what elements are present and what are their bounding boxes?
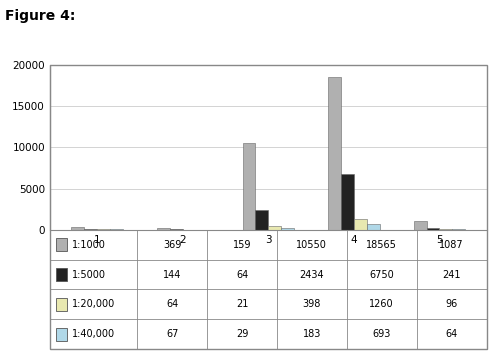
Bar bbox=[427, 228, 440, 230]
Bar bbox=[56, 268, 67, 281]
Text: 398: 398 bbox=[303, 300, 321, 309]
Text: 241: 241 bbox=[442, 270, 461, 280]
Bar bbox=[84, 229, 97, 230]
Text: 67: 67 bbox=[166, 329, 178, 339]
Bar bbox=[56, 238, 67, 251]
Bar bbox=[243, 143, 255, 230]
Text: 10550: 10550 bbox=[296, 240, 327, 250]
Text: 2434: 2434 bbox=[299, 270, 324, 280]
Text: 1:20,000: 1:20,000 bbox=[72, 300, 115, 309]
Text: 6750: 6750 bbox=[369, 270, 394, 280]
Text: 1260: 1260 bbox=[369, 300, 394, 309]
Bar bbox=[328, 77, 341, 230]
Bar bbox=[281, 228, 294, 230]
Bar bbox=[414, 221, 427, 230]
Text: 21: 21 bbox=[236, 300, 248, 309]
Text: 183: 183 bbox=[303, 329, 321, 339]
Text: 29: 29 bbox=[236, 329, 248, 339]
Bar bbox=[157, 229, 170, 230]
Text: 1:40,000: 1:40,000 bbox=[72, 329, 115, 339]
Text: 159: 159 bbox=[233, 240, 251, 250]
Bar bbox=[56, 298, 67, 311]
Text: 96: 96 bbox=[446, 300, 458, 309]
Text: 1087: 1087 bbox=[439, 240, 464, 250]
Text: 144: 144 bbox=[163, 270, 181, 280]
Bar bbox=[268, 226, 281, 230]
Text: 64: 64 bbox=[446, 329, 458, 339]
Bar bbox=[440, 229, 452, 230]
Bar bbox=[341, 174, 354, 230]
Text: 1:5000: 1:5000 bbox=[72, 270, 106, 280]
Text: 64: 64 bbox=[236, 270, 248, 280]
Bar bbox=[56, 328, 67, 341]
Bar bbox=[367, 224, 380, 230]
Text: 18565: 18565 bbox=[366, 240, 397, 250]
Text: 64: 64 bbox=[166, 300, 178, 309]
Bar bbox=[354, 219, 367, 230]
Bar bbox=[97, 229, 110, 230]
Text: 369: 369 bbox=[163, 240, 181, 250]
Bar bbox=[255, 210, 268, 230]
Text: 693: 693 bbox=[373, 329, 391, 339]
Bar bbox=[170, 229, 183, 230]
Text: 1:1000: 1:1000 bbox=[72, 240, 106, 250]
Bar bbox=[452, 229, 465, 230]
Bar bbox=[110, 229, 123, 230]
Text: Figure 4:: Figure 4: bbox=[5, 9, 75, 23]
Bar bbox=[71, 227, 84, 230]
